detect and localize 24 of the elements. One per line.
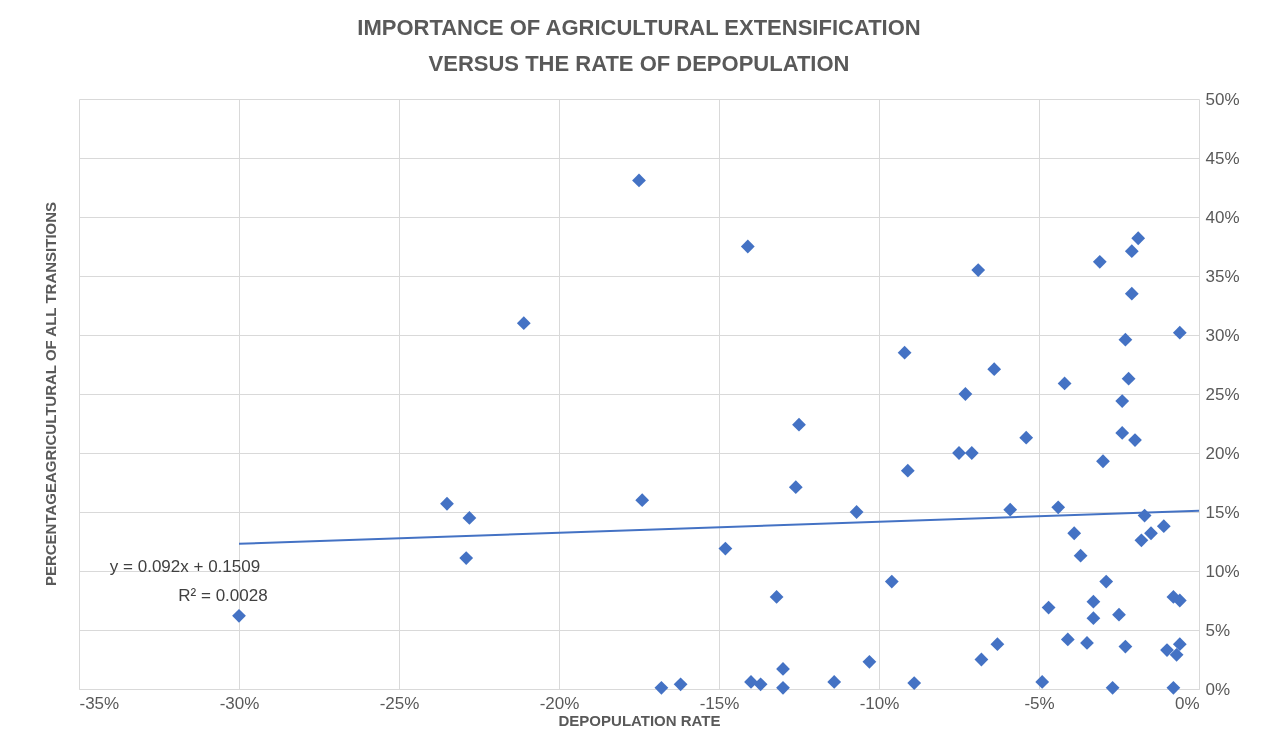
x-axis-title: DEPOPULATION RATE	[558, 711, 721, 729]
y-tick-label: 5%	[1205, 620, 1231, 640]
y-tick-label: 20%	[1205, 443, 1240, 463]
x-tick-label: -20%	[539, 693, 580, 713]
x-tick-label: -10%	[859, 693, 900, 713]
y-tick-label: 25%	[1205, 384, 1240, 404]
x-tick-label: -35%	[79, 693, 120, 713]
annotation: y = 0.092x + 0.1509	[109, 557, 261, 576]
y-tick-label: 30%	[1205, 325, 1240, 345]
x-tick-label: 0%	[1174, 693, 1200, 713]
y-tick-label: 10%	[1205, 561, 1240, 581]
y-tick-label: 0%	[1205, 679, 1231, 699]
x-tick-label: -25%	[379, 693, 420, 713]
x-tick-label: -30%	[219, 693, 260, 713]
chart-title: IMPORTANCE OF AGRICULTURAL EXTENSIFICATION VERSUS THE RATE OF DEPOPULATION	[357, 15, 921, 76]
annotation: R² = 0.0028	[178, 586, 268, 605]
x-tick-label: -15%	[699, 693, 740, 713]
y-tick-label: 40%	[1205, 207, 1240, 227]
y-tick-label: 15%	[1205, 502, 1240, 522]
y-axis-title: PERCENTAGEAGRICULTURAL OF ALL TRANSITIONS	[42, 201, 59, 587]
y-tick-label: 35%	[1205, 266, 1240, 286]
x-tick-label: -5%	[1024, 693, 1055, 713]
y-tick-label: 50%	[1205, 89, 1240, 109]
y-tick-label: 45%	[1205, 148, 1240, 168]
